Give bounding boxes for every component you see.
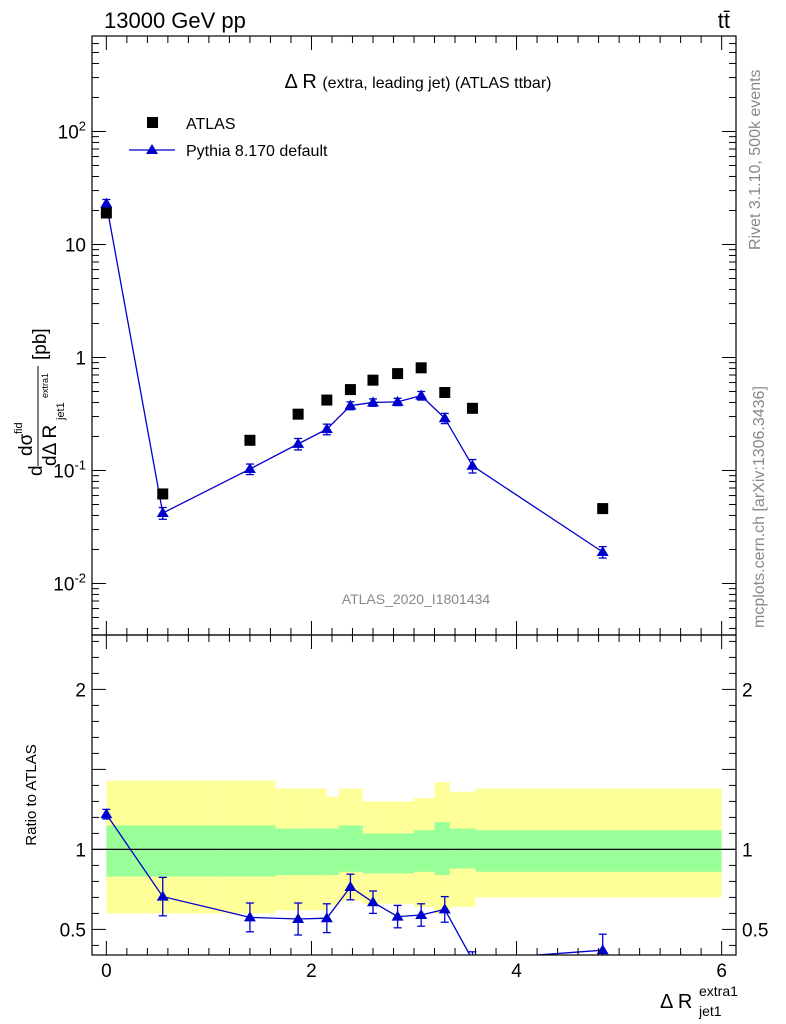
stat-uncertainty-band xyxy=(414,830,435,872)
pythia-line xyxy=(105,203,604,553)
x-axis-label: Δ R extra1 jet1 xyxy=(660,983,738,1019)
ratio-y-tick-label-right: 1 xyxy=(742,840,753,861)
stat-uncertainty-band xyxy=(449,828,476,869)
mcplots-label: mcplots.cern.ch [arXiv:1306.3436] xyxy=(751,386,768,628)
stat-uncertainty-band xyxy=(383,833,414,874)
stat-uncertainty-band xyxy=(311,828,327,875)
legend-atlas-label: ATLAS xyxy=(186,116,236,133)
main-y-tick-label: 10 xyxy=(65,235,86,256)
stat-uncertainty-band xyxy=(275,828,312,875)
main-title: Δ R (extra, leading jet) (ATLAS ttbar) xyxy=(285,71,552,93)
main-y-axis-label: d dσ fid dΔ R jet1 extra1 [pb] xyxy=(13,328,67,476)
ratio-panel: 0.5 0.5 1 1 2 2 0 2 4 6 Ratio to ATLAS Δ R extra1… xyxy=(23,634,768,1019)
svg-text:jet1: jet1 xyxy=(55,402,67,421)
pythia-point xyxy=(366,396,379,407)
svg-text:jet1: jet1 xyxy=(698,1003,722,1019)
x-tick-label: 2 xyxy=(306,961,317,982)
ratio-pythia-point xyxy=(438,903,451,914)
pythia-point xyxy=(391,395,404,406)
stat-uncertainty-band xyxy=(434,822,450,875)
ratio-y-tick-label-right: 0.5 xyxy=(742,920,768,941)
ratio-y-tick-label-right: 2 xyxy=(742,680,753,701)
atlas-point xyxy=(321,394,333,406)
atlas-point xyxy=(415,362,427,374)
svg-text:Δ R: Δ R xyxy=(660,991,692,1013)
atlas-point xyxy=(466,402,478,414)
ratio-y-tick-label-left: 2 xyxy=(75,680,86,701)
stat-uncertainty-band xyxy=(217,825,276,877)
legend-atlas-marker xyxy=(147,117,158,128)
pythia-point xyxy=(438,412,451,423)
energy-label: 13000 GeV pp xyxy=(104,8,246,33)
atlas-point xyxy=(244,434,256,446)
svg-text:extra1: extra1 xyxy=(40,373,50,398)
ratio-pythia-point xyxy=(344,881,357,891)
stat-uncertainty-band xyxy=(339,825,363,872)
svg-text:[pb]: [pb] xyxy=(30,328,51,360)
process-label: tt̄ xyxy=(718,8,730,33)
main-y-tick-label: 102 xyxy=(58,118,86,143)
svg-text:fid: fid xyxy=(13,422,25,434)
atlas-point xyxy=(344,384,356,396)
ratio-y-tick-label-left: 0.5 xyxy=(60,920,86,941)
legend-pythia-label: Pythia 8.170 default xyxy=(186,143,328,160)
main-y-tick-label: 10-2 xyxy=(53,570,86,595)
atlas-point xyxy=(367,374,379,386)
x-tick-label: 4 xyxy=(511,961,522,982)
ratio-pythia-point xyxy=(391,910,404,921)
ratio-pythia-point xyxy=(320,912,333,923)
atlas-point xyxy=(392,368,404,380)
pythia-point xyxy=(100,197,113,208)
pythia-point xyxy=(320,423,333,434)
legend-pythia-marker xyxy=(146,144,158,154)
main-y-tick-label: 10-1 xyxy=(53,457,86,482)
rivet-version-label: Rivet 3.1.10, 500k events xyxy=(747,69,764,250)
ratio-pythia-point xyxy=(596,944,609,955)
pythia-point xyxy=(596,545,609,556)
main-panel: 10-2 10-1 1 10 102 Δ R (extra, leading jet) … xyxy=(13,35,737,636)
x-tick-label: 6 xyxy=(716,961,727,982)
atlas-point xyxy=(597,503,609,515)
ratio-pythia-point xyxy=(366,896,379,907)
pythia-point xyxy=(466,459,479,470)
stat-uncertainty-band xyxy=(362,833,384,874)
stat-uncertainty-band xyxy=(106,825,218,877)
analysis-watermark: ATLAS_2020_I1801434 xyxy=(342,591,491,607)
atlas-point xyxy=(100,207,112,219)
ratio-y-axis-label: Ratio to ATLAS xyxy=(23,744,40,845)
pythia-point xyxy=(292,437,305,448)
ratio-pythia-line xyxy=(105,813,603,955)
ratio-y-tick-label-left: 1 xyxy=(75,840,86,861)
ratio-pythia-point xyxy=(156,890,169,901)
pythia-point xyxy=(415,389,428,400)
svg-text:d: d xyxy=(26,465,47,476)
atlas-point xyxy=(439,386,451,398)
stat-uncertainty-band xyxy=(475,830,722,872)
pythia-point xyxy=(156,507,169,518)
x-tick-label: 0 xyxy=(101,961,112,982)
svg-text:extra1: extra1 xyxy=(699,983,738,999)
atlas-point xyxy=(292,408,304,420)
svg-text:dσ: dσ xyxy=(16,433,37,456)
pythia-point xyxy=(243,463,256,474)
svg-text:dΔ R: dΔ R xyxy=(40,425,61,466)
ratio-pythia-point xyxy=(292,913,305,923)
legend: ATLAS Pythia 8.170 default xyxy=(129,116,328,160)
stat-uncertainty-band xyxy=(326,828,340,875)
atlas-point xyxy=(157,488,169,500)
pythia-point xyxy=(344,399,357,410)
ratio-pythia-point xyxy=(100,808,113,819)
ratio-pythia-point xyxy=(415,909,428,919)
ratio-pythia-point xyxy=(243,911,256,922)
main-y-tick-label: 1 xyxy=(75,348,86,369)
